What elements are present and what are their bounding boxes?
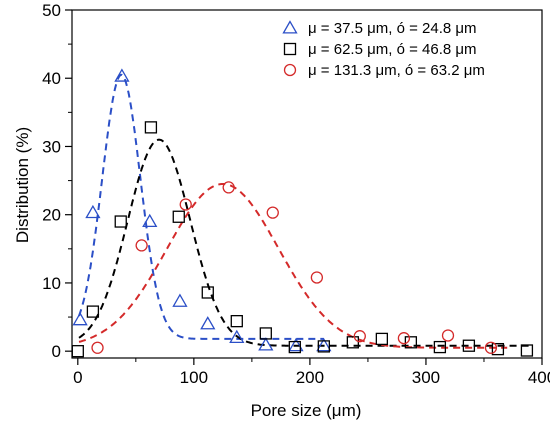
legend-triangle-marker [282, 20, 298, 34]
legend-label: μ = 62.5 μm, ó = 46.8 μm [308, 41, 477, 58]
x-tick-label: 100 [180, 368, 208, 387]
x-tick-label: 300 [412, 368, 440, 387]
square-data-point [144, 121, 158, 134]
legend: μ = 37.5 μm, ó = 24.8 μm μ = 62.5 μm, ó =… [282, 20, 485, 79]
square-data-point [462, 339, 476, 352]
square-data-point [71, 345, 84, 358]
triangle-data-point [85, 204, 101, 219]
legend-circle-marker [283, 63, 297, 77]
square-data-point [317, 340, 330, 353]
fit-curve [78, 73, 324, 340]
triangle-data-point [229, 329, 245, 344]
square-data-point [404, 336, 418, 349]
triangle-data-point [142, 213, 158, 228]
y-axis-ticks: 0 10 20 30 40 50 [42, 1, 72, 361]
triangle-data-point [316, 337, 332, 352]
legend-label: μ = 131.3 μm, ó = 63.2 μm [308, 62, 485, 79]
fit-curves [78, 73, 531, 349]
square-data-point [433, 340, 447, 354]
y-tick-label: 30 [42, 137, 61, 156]
y-tick-label: 10 [42, 274, 61, 293]
y-tick-label: 0 [52, 342, 61, 361]
square-data-point [520, 344, 534, 357]
triangle-data-point [200, 316, 216, 330]
triangle-data-point [172, 293, 188, 307]
circle-data-point [135, 239, 148, 252]
data-markers [71, 68, 534, 358]
fit-curve [78, 138, 531, 347]
fit-curve [78, 183, 508, 349]
square-data-point [491, 342, 505, 356]
square-data-point [230, 315, 243, 328]
x-tick-label: 200 [296, 368, 324, 387]
circle-data-point [397, 332, 411, 345]
x-tick-label: 0 [73, 368, 82, 387]
circle-data-point [353, 330, 366, 343]
square-data-point [86, 305, 100, 318]
y-tick-label: 50 [42, 1, 61, 20]
circle-data-point [310, 271, 324, 284]
legend-square-marker [283, 42, 297, 56]
triangle-data-point [72, 311, 88, 326]
square-data-point [172, 210, 185, 223]
x-tick-label: 400 [528, 368, 550, 387]
square-data-point [346, 336, 359, 349]
x-axis-ticks: 0 100 200 300 400 [73, 358, 550, 387]
x-axis-title: Pore size (μm) [251, 401, 362, 420]
y-tick-label: 20 [42, 206, 61, 225]
circle-data-point [266, 206, 279, 219]
square-data-point [259, 327, 272, 340]
circle-data-point [441, 329, 455, 342]
circle-data-point [179, 198, 192, 211]
triangle-data-point [288, 337, 304, 352]
square-data-point [288, 340, 301, 354]
y-tick-label: 40 [42, 69, 61, 88]
triangle-data-point [258, 337, 274, 351]
square-data-point [201, 286, 214, 299]
circle-data-point [91, 341, 104, 354]
triangle-data-point [114, 68, 130, 82]
y-axis-title: Distribution (%) [13, 127, 32, 243]
legend-label: μ = 37.5 μm, ó = 24.8 μm [308, 20, 477, 37]
square-data-point [114, 215, 127, 228]
plot-frame [71, 9, 543, 359]
square-data-point [375, 332, 389, 346]
circle-data-point [484, 341, 498, 354]
circle-data-point [222, 181, 235, 194]
